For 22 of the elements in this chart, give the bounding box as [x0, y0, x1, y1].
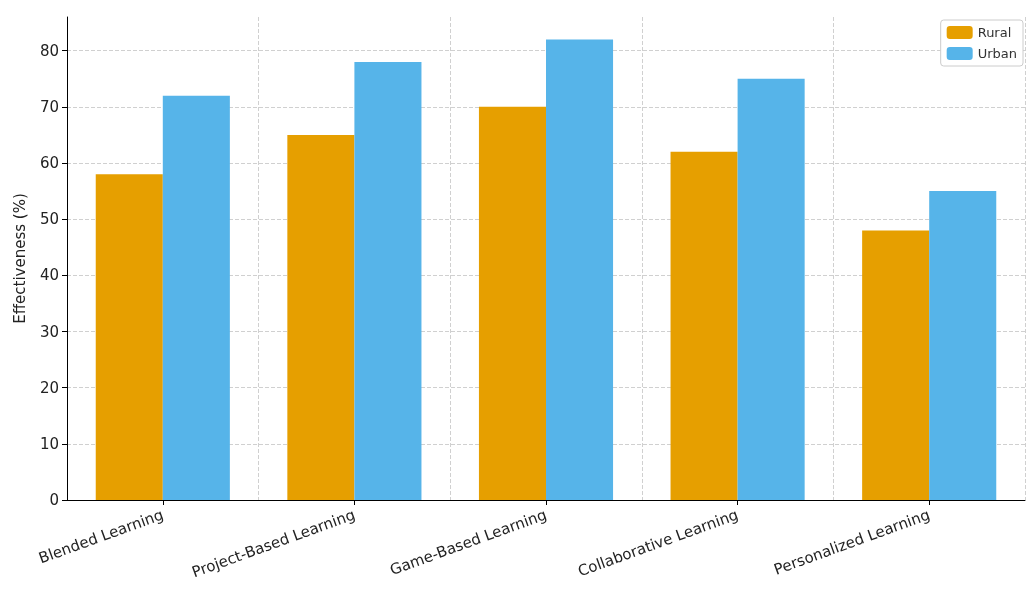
y-tick-label: 40: [39, 266, 59, 285]
y-tick-label: 20: [39, 378, 59, 397]
legend-label: Rural: [977, 25, 1012, 40]
y-axis-title: Effectiveness (%): [10, 193, 29, 324]
bar: [354, 61, 422, 500]
y-tick-label: 10: [39, 434, 59, 453]
bar: [737, 78, 805, 500]
y-tick-label: 50: [39, 210, 59, 229]
bar: [862, 230, 930, 500]
bar: [287, 134, 355, 500]
y-tick-label: 30: [39, 322, 59, 341]
y-tick-label: 0: [49, 491, 59, 509]
y-tick-label: 80: [39, 41, 59, 60]
bar: [670, 151, 738, 500]
bar: [546, 39, 614, 500]
y-tick-label: 70: [39, 97, 59, 116]
bar: [478, 106, 546, 500]
bar: [162, 95, 230, 500]
bar: [95, 174, 163, 500]
bar: [929, 191, 997, 500]
legend-label: Urban: [977, 46, 1018, 61]
y-tick-label: 60: [39, 154, 59, 173]
